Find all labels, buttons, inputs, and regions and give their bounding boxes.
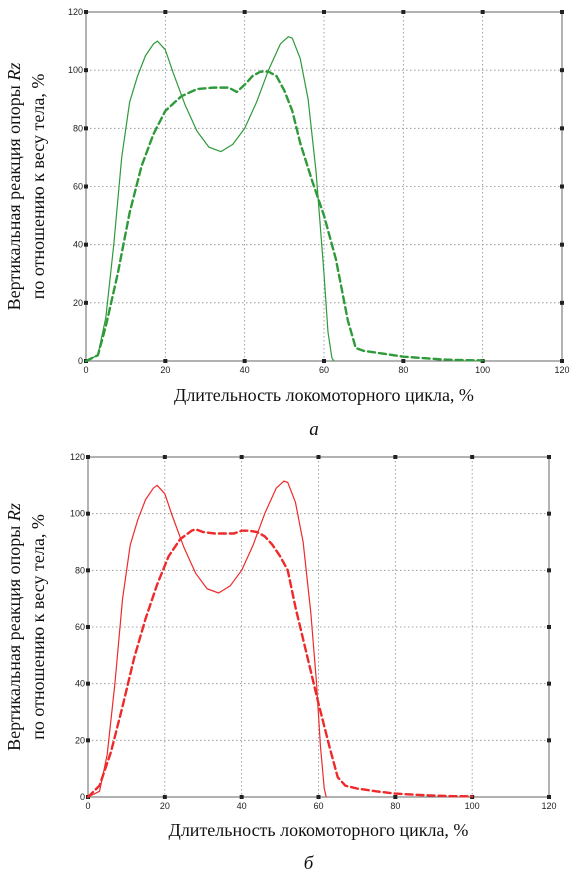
y-tick-mark xyxy=(84,300,88,305)
y-tick-mark xyxy=(560,126,564,131)
panel-letter: а xyxy=(309,419,319,440)
x-tick-label: 20 xyxy=(160,801,170,811)
x-tick-label: 120 xyxy=(541,801,556,811)
x-tick-label: 80 xyxy=(398,365,408,375)
x-tick-label: 0 xyxy=(85,801,90,811)
y-tick-label: 100 xyxy=(70,509,85,519)
panel-letter: б xyxy=(304,853,315,873)
y-tick-mark xyxy=(86,455,90,459)
x-tick-mark xyxy=(316,795,321,799)
y-tick-label: 0 xyxy=(78,356,83,366)
y-tick-mark xyxy=(86,681,90,686)
x-tick-mark xyxy=(480,10,485,14)
y-tick-mark xyxy=(560,68,564,73)
series-line-dashed xyxy=(84,70,484,363)
y-axis-label-text: Вертикальная реакция опоры xyxy=(4,81,24,311)
y-tick-mark xyxy=(547,625,551,629)
y-tick-mark xyxy=(560,242,564,247)
x-axis-label: Длительность локомоторного цикла, % xyxy=(174,385,474,405)
x-tick-mark xyxy=(401,10,406,14)
x-tick-label: 120 xyxy=(554,365,569,375)
x-tick-mark xyxy=(322,10,326,14)
y-tick-mark xyxy=(84,10,88,14)
x-tick-mark xyxy=(393,795,398,799)
y-tick-mark xyxy=(84,242,88,247)
y-tick-label: 60 xyxy=(75,622,85,632)
x-tick-mark xyxy=(393,455,398,459)
x-tick-mark xyxy=(163,10,168,14)
y-tick-mark xyxy=(86,738,90,743)
y-axis-label-symbol: Rz xyxy=(4,63,24,82)
x-tick-mark xyxy=(242,359,247,363)
y-tick-mark xyxy=(547,568,551,573)
x-tick-mark xyxy=(239,795,244,799)
y-axis-label-line2: по отношению к весу тела, % xyxy=(28,74,48,300)
y-tick-label: 100 xyxy=(68,65,83,75)
x-tick-mark xyxy=(242,10,247,14)
x-tick-mark xyxy=(401,359,406,363)
y-axis-label-line1: Вертикальная реакция опоры Rz xyxy=(4,503,24,751)
y-tick-label: 60 xyxy=(73,182,83,192)
x-tick-label: 60 xyxy=(319,365,329,375)
y-tick-mark xyxy=(84,68,88,73)
series-line-dashed xyxy=(86,528,474,799)
x-tick-mark xyxy=(239,455,244,459)
chart-panel-1: 0 20 40 60 80 100 120 0 20 40 60 80 100 120 Длительнос… xyxy=(4,7,570,440)
x-tick-mark xyxy=(162,795,167,799)
y-axis-label-text: Вертикальная реакция опоры xyxy=(4,521,24,751)
y-tick-label: 80 xyxy=(73,123,83,133)
x-tick-label: 100 xyxy=(465,801,480,811)
x-tick-mark xyxy=(316,455,321,459)
y-tick-label: 80 xyxy=(75,565,85,575)
y-axis-label-line2: по отношению к весу тела, % xyxy=(28,514,48,740)
y-tick-mark xyxy=(560,359,564,363)
y-tick-label: 40 xyxy=(73,240,83,250)
y-tick-mark xyxy=(86,625,90,629)
x-tick-mark xyxy=(470,455,475,459)
x-tick-label: 100 xyxy=(475,365,490,375)
series-line-solid xyxy=(85,36,335,362)
y-tick-mark xyxy=(84,184,88,189)
x-tick-mark xyxy=(162,455,167,459)
y-tick-mark xyxy=(560,300,564,305)
x-tick-label: 40 xyxy=(240,365,250,375)
series-line-solid xyxy=(87,480,327,798)
y-tick-label: 0 xyxy=(80,792,85,802)
x-tick-mark xyxy=(163,359,168,363)
y-tick-mark xyxy=(547,738,551,743)
y-tick-mark xyxy=(560,184,564,189)
y-tick-label: 120 xyxy=(70,452,85,462)
x-tick-label: 80 xyxy=(390,801,400,811)
y-tick-mark xyxy=(86,511,90,516)
x-tick-label: 40 xyxy=(237,801,247,811)
x-tick-label: 60 xyxy=(313,801,323,811)
y-tick-label: 20 xyxy=(75,735,85,745)
y-tick-label: 40 xyxy=(75,679,85,689)
y-tick-label: 120 xyxy=(68,7,83,17)
y-tick-mark xyxy=(560,10,564,14)
y-axis-label-line1: Вертикальная реакция опоры Rz xyxy=(4,63,24,311)
x-tick-label: 0 xyxy=(83,365,88,375)
y-tick-mark xyxy=(547,455,551,459)
y-tick-mark xyxy=(547,511,551,516)
y-tick-mark xyxy=(547,681,551,686)
y-tick-label: 20 xyxy=(73,298,83,308)
x-axis-label: Длительность локомоторного цикла, % xyxy=(169,820,469,840)
y-axis-label-symbol: Rz xyxy=(4,503,24,522)
y-tick-mark xyxy=(547,795,551,799)
y-tick-mark xyxy=(84,126,88,131)
y-tick-mark xyxy=(86,568,90,573)
chart-panel-2: 0 20 40 60 80 100 120 0 20 40 60 80 100 120 Длительнос… xyxy=(4,452,557,873)
x-tick-mark xyxy=(322,359,326,363)
x-tick-label: 20 xyxy=(160,365,170,375)
